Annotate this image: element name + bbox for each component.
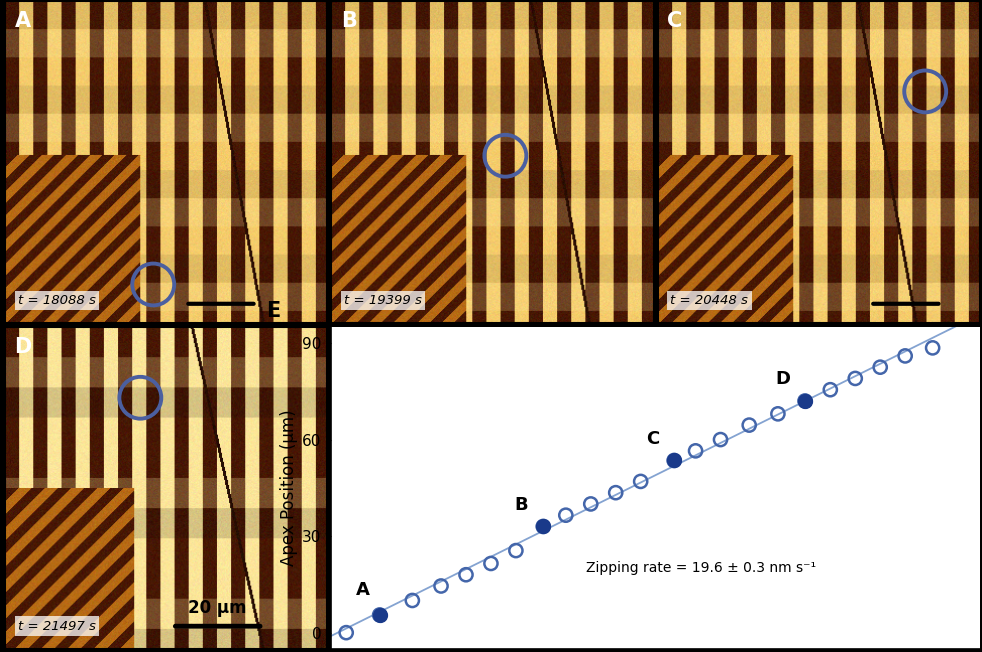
- Point: [823, 385, 839, 395]
- Point: [535, 521, 551, 531]
- Text: E: E: [266, 301, 281, 321]
- Point: [797, 396, 813, 406]
- Point: [405, 595, 420, 606]
- Y-axis label: Apex Position (µm): Apex Position (µm): [280, 409, 298, 566]
- Text: C: C: [646, 430, 659, 448]
- Point: [741, 420, 757, 430]
- Point: [608, 488, 624, 498]
- Point: [797, 396, 813, 406]
- Point: [925, 343, 941, 353]
- Point: [583, 499, 599, 509]
- Point: [459, 569, 474, 580]
- Text: C: C: [667, 11, 682, 31]
- Point: [872, 362, 888, 372]
- Point: [898, 351, 913, 361]
- Point: [770, 409, 786, 419]
- Point: [666, 455, 682, 466]
- Point: [687, 445, 703, 456]
- Text: t = 19399 s: t = 19399 s: [344, 294, 422, 307]
- Point: [847, 373, 863, 383]
- Text: D: D: [15, 336, 31, 357]
- Point: [339, 627, 355, 638]
- Point: [433, 581, 449, 591]
- Point: [632, 476, 648, 486]
- Point: [713, 434, 729, 445]
- Text: t = 20448 s: t = 20448 s: [671, 294, 748, 307]
- Point: [535, 521, 551, 531]
- Point: [483, 558, 499, 569]
- Text: A: A: [15, 11, 30, 31]
- Point: [666, 455, 682, 466]
- Text: 20 μm: 20 μm: [189, 599, 247, 617]
- Point: [508, 545, 523, 556]
- Text: t = 21497 s: t = 21497 s: [18, 619, 95, 632]
- Text: Zipping rate = 19.6 ± 0.3 nm s⁻¹: Zipping rate = 19.6 ± 0.3 nm s⁻¹: [586, 561, 816, 575]
- Text: A: A: [355, 581, 369, 599]
- Text: B: B: [341, 11, 356, 31]
- Point: [372, 610, 388, 620]
- Text: t = 18088 s: t = 18088 s: [18, 294, 95, 307]
- Point: [558, 510, 573, 520]
- Point: [372, 610, 388, 620]
- Text: D: D: [775, 370, 790, 388]
- Text: B: B: [515, 496, 528, 514]
